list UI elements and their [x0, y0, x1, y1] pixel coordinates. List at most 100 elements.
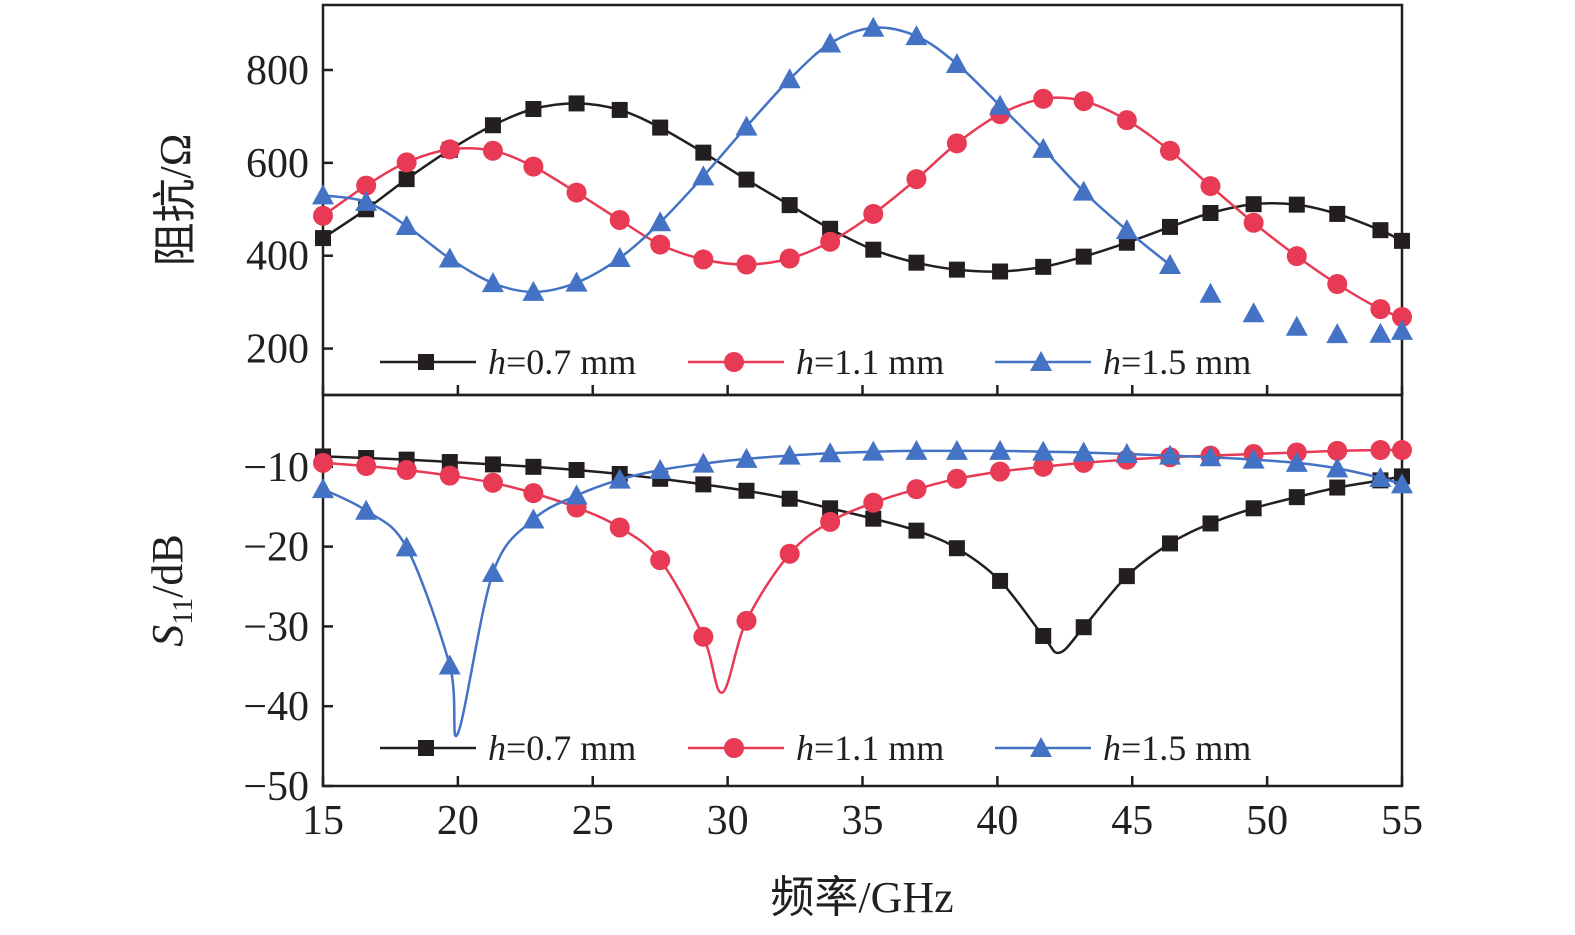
impedance-series-3-marker [1159, 254, 1182, 274]
impedance-series-2-marker [566, 182, 587, 203]
s11-series-2-marker [1033, 456, 1054, 477]
s11-y-tick-label: −40 [243, 684, 309, 730]
legend-label-value: =1.5 mm [1121, 342, 1251, 382]
s11-series-2-marker [693, 626, 714, 647]
impedance-series-1-marker [992, 263, 1009, 280]
s11-series-3-marker [608, 468, 631, 489]
impedance-series-2-marker [906, 169, 927, 190]
legend-label-variable: h [796, 342, 814, 382]
impedance-series-3-marker [312, 184, 334, 205]
s11-series-3-marker [1115, 443, 1138, 464]
impedance-series-2-marker [1286, 246, 1307, 267]
s11-legend-label-2: h=1.1 mm [796, 728, 944, 768]
impedance-series-2-marker [1073, 91, 1094, 112]
s11-series-3-marker [1391, 473, 1413, 494]
impedance-series-3-marker [989, 94, 1012, 115]
s11-series-3-marker [778, 444, 801, 465]
s11-series-1-marker [1162, 535, 1179, 552]
impedance-series-2-marker [439, 139, 460, 160]
s11-series-3-marker [1072, 441, 1095, 462]
legend-label-variable: h [488, 728, 506, 768]
s11-series-3-marker [1285, 451, 1308, 472]
x-tick-label: 40 [976, 798, 1018, 844]
impedance-series-2-marker [820, 231, 841, 252]
s11-series-3-marker [355, 499, 378, 520]
impedance-series-1-marker [865, 241, 882, 258]
impedance-series-3-marker [395, 215, 418, 235]
impedance-series-1-marker [1288, 196, 1305, 213]
s11-y-tick-label: −10 [243, 445, 309, 491]
impedance-series-3-marker [1326, 323, 1349, 344]
impedance-series-2-marker [356, 175, 377, 196]
impedance-series-1-marker [315, 230, 331, 247]
impedance-series-1-marker [1075, 248, 1092, 265]
impedance-series-3-marker [481, 272, 504, 293]
s11-series-3-marker [1199, 446, 1222, 467]
s11-series-3-marker [522, 508, 545, 529]
s11-label-unit: /dB [143, 534, 192, 598]
impedance-series-2-marker [1033, 88, 1054, 109]
impedance-series-2-marker [1200, 176, 1221, 197]
impedance-series-2-marker [313, 205, 333, 226]
impedance-series-2-marker [779, 248, 800, 269]
s11-series-1-marker [1202, 515, 1219, 532]
s11-series-1-marker [568, 462, 585, 479]
s11-series-2-marker [523, 483, 544, 504]
s11-series-3-marker [1326, 457, 1349, 478]
impedance-legend-label-2: h=1.1 mm [796, 342, 944, 382]
legend-label-variable: h [796, 728, 814, 768]
impedance-series-1-marker [611, 101, 628, 118]
impedance-series-3-marker [649, 211, 672, 232]
x-tick-label: 20 [437, 798, 479, 844]
impedance-series-3-marker [1391, 319, 1413, 340]
x-tick-label: 55 [1381, 798, 1423, 844]
x-tick-label: 15 [302, 798, 344, 844]
s11-series-2-marker [396, 460, 417, 481]
s11-series-2-marker [820, 511, 841, 532]
legend-label-variable: h [1103, 342, 1121, 382]
s11-series-2-marker [779, 543, 800, 564]
s11-series-3-marker [565, 484, 588, 505]
legend-label-value: =1.5 mm [1121, 728, 1251, 768]
s11-series-2-marker [946, 468, 967, 489]
impedance-series-3-marker [862, 16, 885, 37]
impedance-series-1-marker [1394, 232, 1410, 249]
s11-y-tick-label: −50 [243, 764, 309, 810]
impedance-y-axis-title: 阻抗/Ω [151, 134, 200, 267]
legend-label-variable: h [1103, 728, 1121, 768]
s11-series-2-marker [482, 472, 503, 493]
impedance-series-1-marker [695, 144, 712, 161]
impedance-series-2-marker [523, 156, 544, 177]
s11-y-tick-label: −20 [243, 525, 309, 571]
s11-series-2-marker [1370, 440, 1391, 461]
impedance-legend-marker-3 [1030, 351, 1052, 371]
impedance-series-2-marker [396, 152, 417, 173]
impedance-series-3-marker [1072, 180, 1095, 201]
impedance-series-1-marker [1372, 222, 1389, 239]
s11-series-line-3 [322, 449, 1403, 738]
impedance-series-2-marker [693, 249, 714, 270]
x-tick-label: 25 [572, 798, 614, 844]
s11-series-3-marker [692, 452, 715, 473]
s11-series-3-marker [1369, 466, 1392, 487]
impedance-series-3-marker [1242, 302, 1265, 323]
impedance-series-3-marker [1115, 219, 1138, 240]
s11-series-1-marker [1245, 500, 1262, 517]
impedance-series-2-marker [650, 234, 671, 255]
impedance-series-2-marker [1370, 299, 1391, 320]
s11-series-3-marker [481, 561, 504, 582]
impedance-series-3-marker [608, 247, 631, 268]
impedance-series-2-marker [1160, 140, 1181, 161]
impedance-series-3-marker [905, 25, 928, 46]
legend-label-value: =1.1 mm [814, 728, 944, 768]
s11-series-2-marker [863, 492, 884, 513]
s11-series-3-marker [1032, 440, 1055, 461]
s11-legend-marker-2 [724, 738, 744, 758]
s11-series-2-marker [609, 517, 630, 538]
impedance-series-2-marker [609, 209, 630, 230]
impedance-series-1-marker [1329, 205, 1346, 222]
x-tick-label: 50 [1246, 798, 1288, 844]
s11-series-3-marker [819, 442, 842, 463]
s11-series-2-marker [906, 479, 927, 500]
s11-series-2-marker [439, 465, 460, 486]
